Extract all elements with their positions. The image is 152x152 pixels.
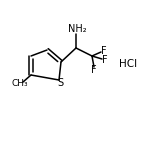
Text: S: S (57, 78, 63, 88)
Text: NH₂: NH₂ (68, 24, 86, 34)
Text: HCl: HCl (119, 59, 137, 69)
Text: F: F (91, 65, 97, 75)
Text: F: F (101, 46, 107, 56)
Text: CH₃: CH₃ (12, 78, 28, 88)
Text: F: F (102, 55, 108, 65)
